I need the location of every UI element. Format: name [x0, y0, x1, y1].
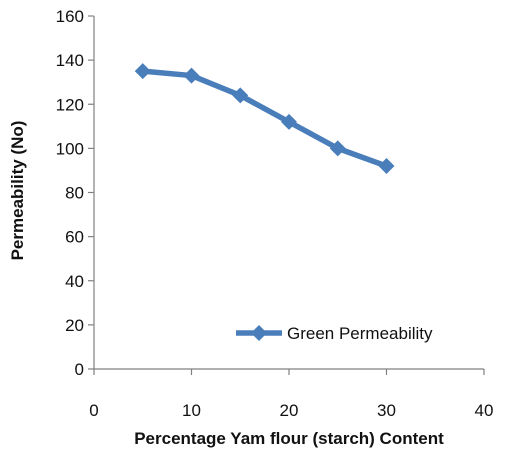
x-tick-label: 30 [377, 401, 396, 420]
series-line [140, 68, 390, 169]
data-point [329, 140, 346, 157]
y-tick-label: 0 [75, 360, 84, 379]
data-point [134, 63, 151, 80]
x-axis-ticks: 0 10 20 30 40 [89, 369, 493, 420]
data-point [378, 158, 395, 175]
series-layer [134, 63, 395, 175]
y-tick-label: 160 [56, 7, 84, 26]
x-tick-label: 40 [475, 401, 494, 420]
y-tick-label: 100 [56, 139, 84, 158]
legend: Green Permeability [236, 324, 433, 343]
data-point [232, 87, 249, 104]
x-axis-title: Percentage Yam flour (starch) Content [134, 429, 444, 448]
legend-marker [251, 325, 267, 341]
y-tick-label: 80 [65, 184, 84, 203]
x-tick-label: 10 [182, 401, 201, 420]
y-tick-label: 40 [65, 272, 84, 291]
y-tick-label: 60 [65, 228, 84, 247]
data-point [183, 67, 200, 84]
y-tick-label: 120 [56, 95, 84, 114]
y-axis-title: Permeability (No) [8, 121, 27, 261]
x-tick-label: 0 [89, 401, 98, 420]
y-tick-label: 20 [65, 316, 84, 335]
y-axis-ticks: 0 20 40 60 80 100 120 140 160 [56, 7, 94, 379]
x-tick-label: 20 [280, 401, 299, 420]
y-tick-label: 140 [56, 51, 84, 70]
legend-label-green-permeability: Green Permeability [287, 324, 433, 343]
data-point [281, 113, 297, 130]
